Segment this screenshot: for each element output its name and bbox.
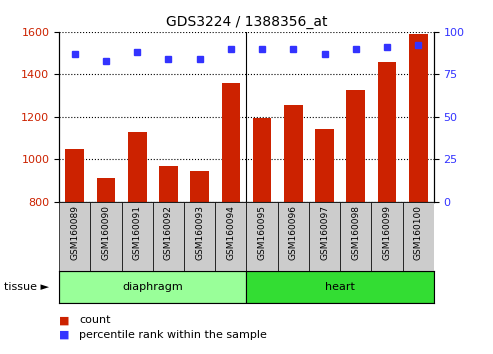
Text: GSM160089: GSM160089 [70, 205, 79, 260]
Text: GSM160099: GSM160099 [383, 205, 391, 260]
Bar [253, 118, 272, 202]
Text: GSM160095: GSM160095 [258, 205, 267, 260]
Text: GSM160091: GSM160091 [133, 205, 141, 260]
Text: diaphragm: diaphragm [122, 282, 183, 292]
Bar [66, 149, 84, 202]
Bar [184, 202, 215, 271]
Bar [284, 105, 303, 202]
Title: GDS3224 / 1388356_at: GDS3224 / 1388356_at [166, 16, 327, 29]
Bar [246, 202, 278, 271]
Bar [403, 202, 434, 271]
Bar [153, 202, 184, 271]
Bar [315, 129, 334, 202]
Text: count: count [79, 315, 110, 325]
Bar [340, 202, 371, 271]
Bar [309, 202, 340, 271]
Bar [97, 178, 115, 202]
Text: GSM160097: GSM160097 [320, 205, 329, 260]
Bar [59, 202, 90, 271]
Bar [59, 271, 246, 303]
Bar [246, 271, 434, 303]
Text: GSM160094: GSM160094 [226, 205, 235, 260]
Text: GSM160098: GSM160098 [352, 205, 360, 260]
Bar [371, 202, 403, 271]
Text: tissue ►: tissue ► [4, 282, 49, 292]
Text: ■: ■ [59, 330, 70, 339]
Bar [409, 34, 427, 202]
Text: ■: ■ [59, 315, 70, 325]
Bar [122, 202, 153, 271]
Bar [159, 166, 178, 202]
Bar [347, 90, 365, 202]
Text: GSM160096: GSM160096 [289, 205, 298, 260]
Bar [190, 171, 209, 202]
Bar [215, 202, 246, 271]
Text: GSM160100: GSM160100 [414, 205, 423, 260]
Bar [278, 202, 309, 271]
Text: GSM160090: GSM160090 [102, 205, 110, 260]
Text: percentile rank within the sample: percentile rank within the sample [79, 330, 267, 339]
Bar [378, 62, 396, 202]
Text: GSM160093: GSM160093 [195, 205, 204, 260]
Bar [221, 83, 240, 202]
Bar [90, 202, 122, 271]
Bar [128, 132, 146, 202]
Text: GSM160092: GSM160092 [164, 205, 173, 260]
Text: heart: heart [325, 282, 355, 292]
